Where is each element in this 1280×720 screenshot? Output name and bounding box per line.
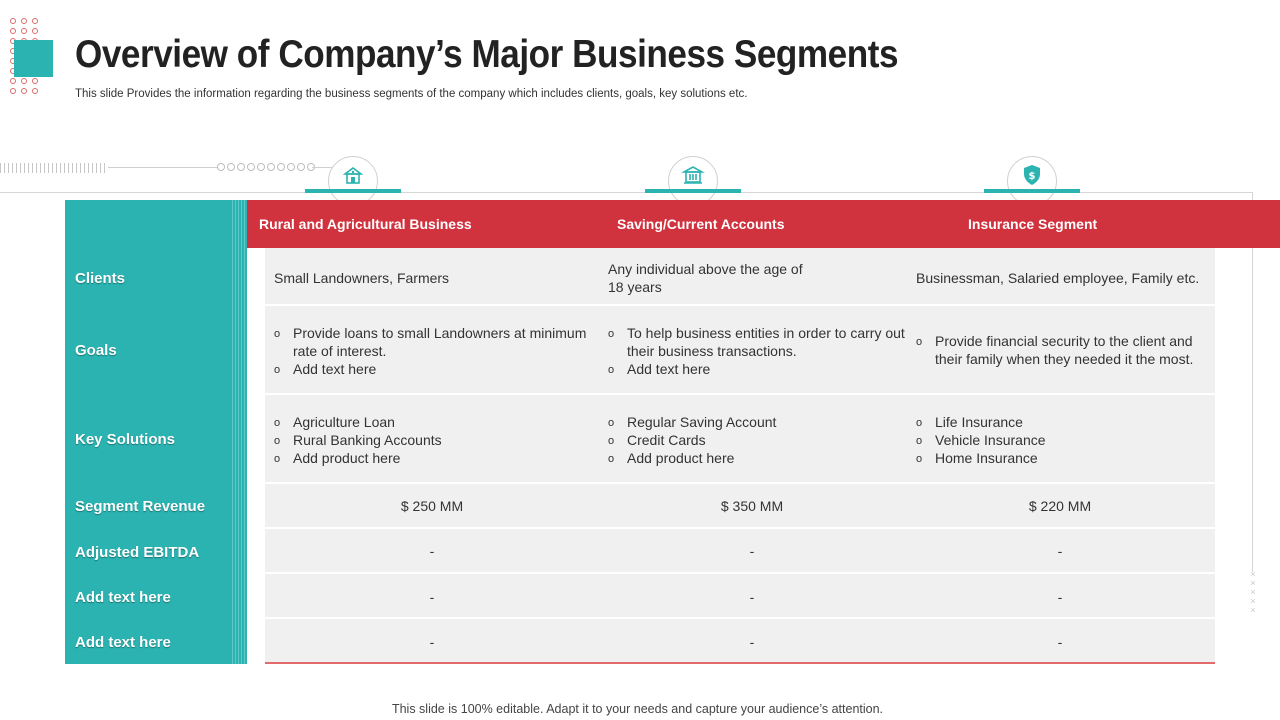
page-title: Overview of Company’s Major Business Seg… <box>75 33 899 76</box>
cell-add-text-rural: - <box>429 634 435 650</box>
column-accent-bar <box>645 189 741 193</box>
row-label-clients: Clients <box>75 270 126 287</box>
cell-revenue-insurance: $ 220 MM <box>1028 498 1092 514</box>
cell-add-text-rural: - <box>429 589 435 605</box>
row-label-adjusted-ebitda: Adjusted EBITDA <box>75 544 200 561</box>
cell-solutions-insurance: Life Insurance Vehicle Insurance Home In… <box>916 413 1206 468</box>
cell-revenue-saving: $ 350 MM <box>720 498 784 514</box>
row-divider <box>265 304 1215 306</box>
cell-ebitda-insurance: - <box>1057 543 1063 559</box>
cell-add-text-insurance: - <box>1057 589 1063 605</box>
farm-house-icon <box>328 156 378 206</box>
timeline-line <box>108 167 218 168</box>
table-bottom-line <box>265 662 1215 664</box>
cell-add-text-saving: - <box>749 589 755 605</box>
cell-clients-insurance: Businessman, Salaried employee, Family e… <box>916 270 1200 286</box>
cell-solutions-rural: Agriculture Loan Rural Banking Accounts … <box>274 413 574 468</box>
row-divider <box>265 527 1215 529</box>
column-header-insurance: Insurance Segment <box>968 216 1098 232</box>
column-accent-bar <box>305 189 401 193</box>
cell-solutions-saving: Regular Saving Account Credit Cards Add … <box>608 413 898 468</box>
row-label-goals: Goals <box>75 342 117 359</box>
list-item: Agriculture Loan <box>274 413 574 432</box>
column-header-rural: Rural and Agricultural Business <box>259 216 472 232</box>
page-subtitle: This slide Provides the information rega… <box>75 88 748 100</box>
cell-clients-rural: Small Landowners, Farmers <box>274 270 450 286</box>
list-item: Add text here <box>274 360 594 379</box>
list-item: To help business entities in order to ca… <box>608 324 908 360</box>
cell-goals-saving: To help business entities in order to ca… <box>608 324 908 379</box>
list-item: Provide financial security to the client… <box>916 332 1206 368</box>
column-accent-bar <box>984 189 1080 193</box>
timeline-circles <box>217 163 315 173</box>
row-header-panel <box>65 200 247 664</box>
cell-revenue-rural: $ 250 MM <box>400 498 464 514</box>
cell-ebitda-rural: - <box>429 543 435 559</box>
list-item: Add text here <box>608 360 908 379</box>
list-item: Credit Cards <box>608 431 898 450</box>
list-item: Regular Saving Account <box>608 413 898 432</box>
cell-goals-insurance: Provide financial security to the client… <box>916 332 1206 368</box>
svg-text:$: $ <box>1029 171 1036 182</box>
column-header-saving: Saving/Current Accounts <box>617 216 785 232</box>
table-header <box>247 200 1280 248</box>
list-item: Provide loans to small Landowners at min… <box>274 324 594 360</box>
row-label-add-text: Add text here <box>75 634 171 651</box>
decorative-teal-square <box>14 40 53 77</box>
row-header-stripes <box>230 200 247 664</box>
cell-add-text-insurance: - <box>1057 634 1063 650</box>
cell-clients-saving: Any individual above the age of 18 years <box>608 261 803 295</box>
row-divider <box>265 393 1215 395</box>
list-item: Vehicle Insurance <box>916 431 1206 450</box>
list-item: Rural Banking Accounts <box>274 431 574 450</box>
card-outline <box>0 192 1253 572</box>
decorative-x-marks: × × × × × <box>1250 569 1256 615</box>
list-item: Add product here <box>274 449 574 468</box>
cell-ebitda-saving: - <box>749 543 755 559</box>
row-label-add-text: Add text here <box>75 589 171 606</box>
timeline-ticks <box>0 163 108 173</box>
timeline-line-end <box>312 167 332 168</box>
list-item: Life Insurance <box>916 413 1206 432</box>
footer-note: This slide is 100% editable. Adapt it to… <box>391 702 884 716</box>
bank-building-icon <box>668 156 718 206</box>
list-item: Add product here <box>608 449 898 468</box>
cell-goals-rural: Provide loans to small Landowners at min… <box>274 324 594 379</box>
row-divider <box>265 617 1215 619</box>
row-divider <box>265 572 1215 574</box>
row-label-key-solutions: Key Solutions <box>75 431 176 448</box>
row-label-segment-revenue: Segment Revenue <box>75 498 206 515</box>
cell-add-text-saving: - <box>749 634 755 650</box>
list-item: Home Insurance <box>916 449 1206 468</box>
row-divider <box>265 482 1215 484</box>
